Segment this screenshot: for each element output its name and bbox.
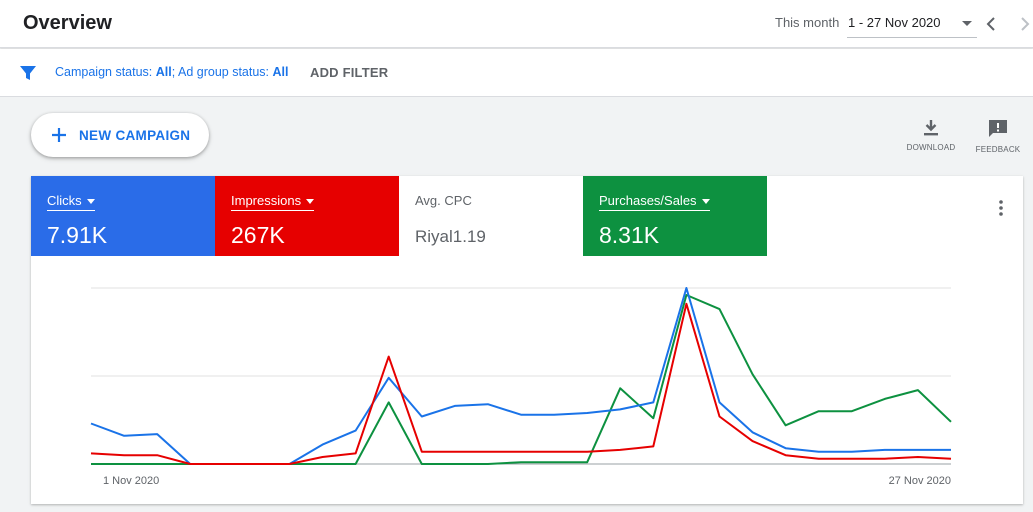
metric-tile-avg-cpc[interactable]: Avg. CPC Riyal1.19 <box>399 176 583 256</box>
page-title: Overview <box>23 12 112 34</box>
metric-name: Clicks <box>47 193 95 211</box>
series-line-impressions <box>90 302 952 465</box>
metric-name: Impressions <box>231 193 315 211</box>
x-axis-start-label: 1 Nov 2020 <box>103 475 159 487</box>
more-vert-icon[interactable] <box>993 198 1009 218</box>
chevron-left-icon[interactable] <box>982 12 1002 36</box>
metric-value: 7.91K <box>47 222 108 248</box>
series-line-purchases-sales <box>91 294 952 465</box>
caret-down-icon <box>86 199 95 205</box>
new-campaign-label: NEW CAMPAIGN <box>79 128 191 143</box>
chevron-right-icon[interactable] <box>1016 12 1033 36</box>
metric-value: 8.31K <box>599 222 660 248</box>
caret-down-icon <box>701 199 710 205</box>
filter-separator: ; <box>171 65 178 79</box>
download-button[interactable]: DOWNLOAD <box>901 118 961 158</box>
filter-bar: Campaign status: All; Ad group status: A… <box>0 49 1033 97</box>
metric-value: 267K <box>231 222 285 248</box>
feedback-button[interactable]: FEEDBACK <box>968 118 1028 158</box>
add-filter-button[interactable]: ADD FILTER <box>310 65 389 80</box>
caret-down-icon <box>306 199 315 205</box>
metric-name: Avg. CPC <box>415 193 472 208</box>
date-range-select[interactable]: 1 - 27 Nov 2020 <box>847 10 977 38</box>
date-range-value: 1 - 27 Nov 2020 <box>848 15 941 30</box>
metric-tile-purchases-sales[interactable]: Purchases/Sales 8.31K <box>583 176 767 256</box>
filter-icon[interactable] <box>19 64 37 82</box>
dropdown-arrow-icon <box>962 21 972 26</box>
ad-group-status-label: Ad group status: <box>178 65 273 79</box>
metric-value: Riyal1.19 <box>415 227 486 246</box>
metric-tile-clicks[interactable]: Clicks 7.91K <box>31 176 215 256</box>
feedback-icon <box>989 120 1007 137</box>
download-label: DOWNLOAD <box>906 143 956 152</box>
new-campaign-button[interactable]: NEW CAMPAIGN <box>31 113 209 157</box>
active-filters[interactable]: Campaign status: All; Ad group status: A… <box>55 65 289 79</box>
page-header: Overview This month 1 - 27 Nov 2020 <box>0 0 1033 48</box>
ad-group-status-value: All <box>272 65 289 79</box>
plus-icon <box>52 128 66 142</box>
performance-line-chart: 1 Nov 2020 27 Nov 2020 <box>90 287 952 487</box>
campaign-status-value: All <box>155 65 172 79</box>
feedback-label: FEEDBACK <box>975 145 1021 154</box>
download-icon <box>924 120 938 136</box>
metric-name: Purchases/Sales <box>599 193 710 211</box>
date-range-label: This month <box>775 15 840 30</box>
metric-tile-impressions[interactable]: Impressions 267K <box>215 176 399 256</box>
campaign-status-label: Campaign status: <box>55 65 156 79</box>
performance-card: Clicks 7.91K Impressions 267K Avg. CPC R… <box>31 176 1023 504</box>
x-axis-end-label: 27 Nov 2020 <box>889 475 951 487</box>
